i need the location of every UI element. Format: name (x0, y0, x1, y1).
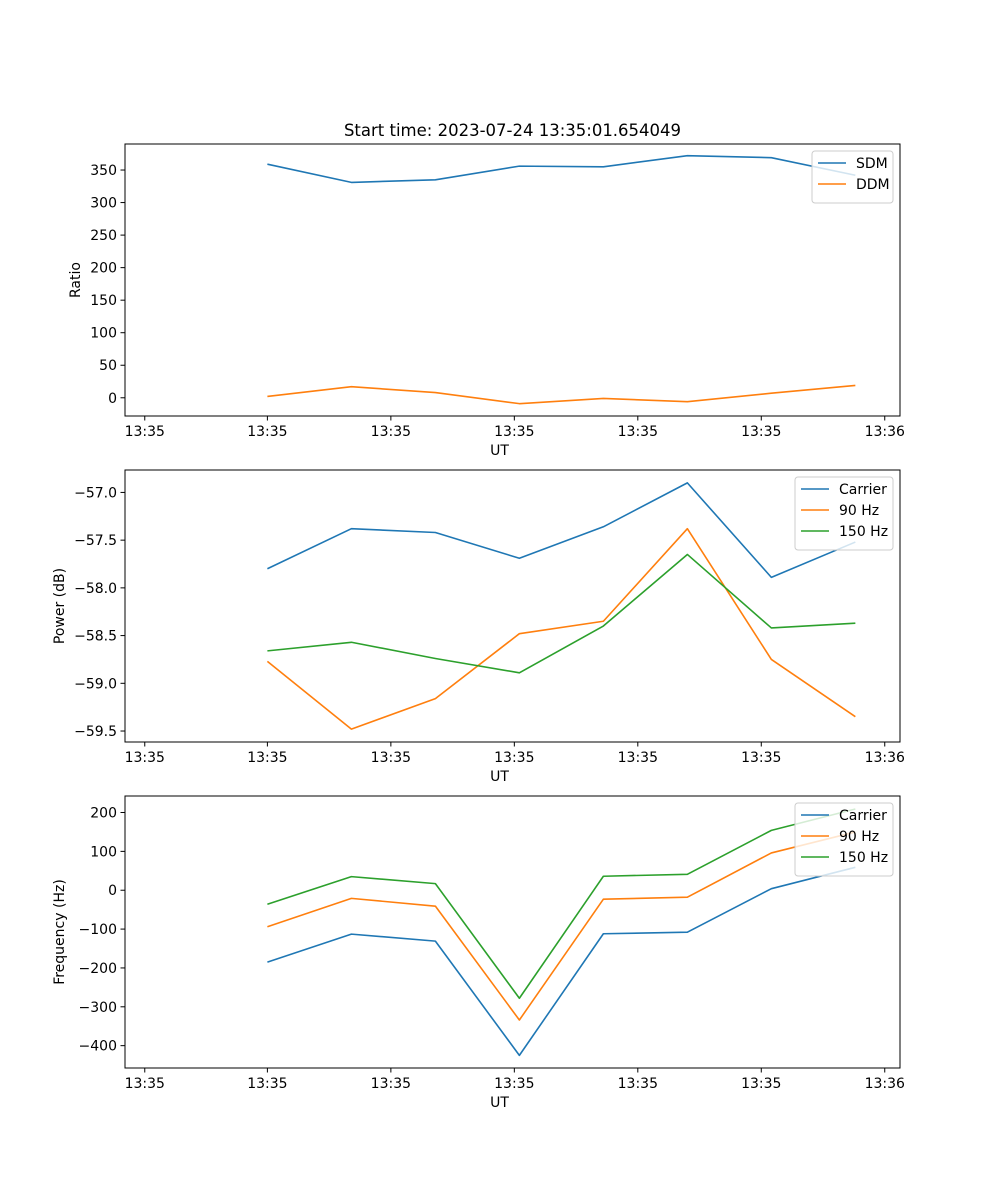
y-tick-label: 300 (90, 196, 117, 212)
legend-label: Carrier (839, 482, 887, 498)
x-tick-label: 13:36 (865, 1076, 905, 1092)
legend-label: 90 Hz (839, 829, 879, 845)
y-tick-label: −58.0 (74, 581, 117, 597)
y-tick-label: −100 (79, 922, 117, 938)
x-tick-label: 13:35 (371, 424, 411, 440)
x-tick-label: 13:35 (618, 1076, 658, 1092)
axes-frame (124, 469, 901, 743)
y-tick-label: 50 (99, 358, 117, 374)
y-tick-label: −400 (79, 1039, 117, 1055)
series-line-90-hz (267, 831, 856, 1021)
y-tick-label: 150 (90, 293, 117, 309)
axes-frame (124, 795, 901, 1069)
y-tick-label: 200 (90, 261, 117, 277)
series-line-carrier (267, 482, 856, 579)
x-tick-label: 13:35 (741, 1076, 781, 1092)
legend-label: DDM (856, 177, 890, 193)
y-tick-label: −57.0 (74, 485, 117, 501)
legend-label: 150 Hz (839, 524, 888, 540)
x-tick-label: 13:35 (247, 424, 287, 440)
series-line-carrier (267, 866, 856, 1057)
series-line-150-hz (267, 808, 856, 1000)
legend-label: Carrier (839, 808, 887, 824)
x-axis-label: UT (490, 443, 509, 459)
axes-frame (124, 143, 901, 417)
x-tick-label: 13:35 (741, 424, 781, 440)
x-tick-label: 13:35 (371, 750, 411, 766)
x-tick-label: 13:35 (125, 424, 165, 440)
x-tick-label: 13:36 (865, 750, 905, 766)
legend-label: 90 Hz (839, 503, 879, 519)
y-tick-label: −58.5 (74, 629, 117, 645)
panel-ratio: 13:35 13:35 13:35 13:35 13:35 13:35 13:36 0 50 10… (68, 143, 905, 459)
panel-frequency: 13:35 13:35 13:35 13:35 13:35 13:35 13:36 −400 −… (52, 795, 905, 1111)
x-axis-label: UT (490, 769, 509, 785)
x-tick-label: 13:35 (494, 1076, 534, 1092)
x-tick-label: 13:36 (865, 424, 905, 440)
y-axis-label: Frequency (Hz) (52, 879, 68, 985)
x-tick-label: 13:35 (125, 1076, 165, 1092)
y-tick-label: −57.5 (74, 533, 117, 549)
y-tick-label: −200 (79, 961, 117, 977)
y-tick-label: 250 (90, 228, 117, 244)
x-tick-label: 13:35 (371, 1076, 411, 1092)
y-tick-label: 100 (90, 326, 117, 342)
legend-label: 150 Hz (839, 850, 888, 866)
series-line-ddm (267, 384, 856, 405)
y-tick-label: −59.0 (74, 676, 117, 692)
series-line-150-hz (267, 553, 856, 674)
y-tick-label: 0 (108, 391, 117, 407)
y-axis-label: Ratio (68, 262, 84, 298)
y-tick-label: −300 (79, 1000, 117, 1016)
x-tick-label: 13:35 (618, 424, 658, 440)
series-line-90-hz (266, 527, 856, 730)
x-tick-label: 13:35 (125, 750, 165, 766)
y-tick-label: 0 (108, 883, 117, 899)
legend-box (811, 150, 894, 204)
chart-title: Start time: 2023-07-24 13:35:01.654049 (344, 121, 681, 140)
y-tick-label: −59.5 (74, 724, 117, 740)
x-tick-label: 13:35 (247, 1076, 287, 1092)
x-axis-label: UT (490, 1095, 509, 1111)
x-tick-label: 13:35 (618, 750, 658, 766)
y-axis-label: Power (dB) (52, 568, 68, 644)
series-line-sdm (267, 154, 856, 184)
y-tick-label: 350 (90, 163, 117, 179)
panel-power: 13:35 13:35 13:35 13:35 13:35 13:35 13:36 −59.5… (52, 469, 905, 785)
x-tick-label: 13:35 (741, 750, 781, 766)
x-tick-label: 13:35 (494, 424, 534, 440)
y-tick-label: 100 (90, 844, 117, 860)
x-tick-label: 13:35 (494, 750, 534, 766)
y-tick-label: 200 (90, 806, 117, 822)
legend-label: SDM (856, 156, 888, 172)
x-tick-label: 13:35 (247, 750, 287, 766)
